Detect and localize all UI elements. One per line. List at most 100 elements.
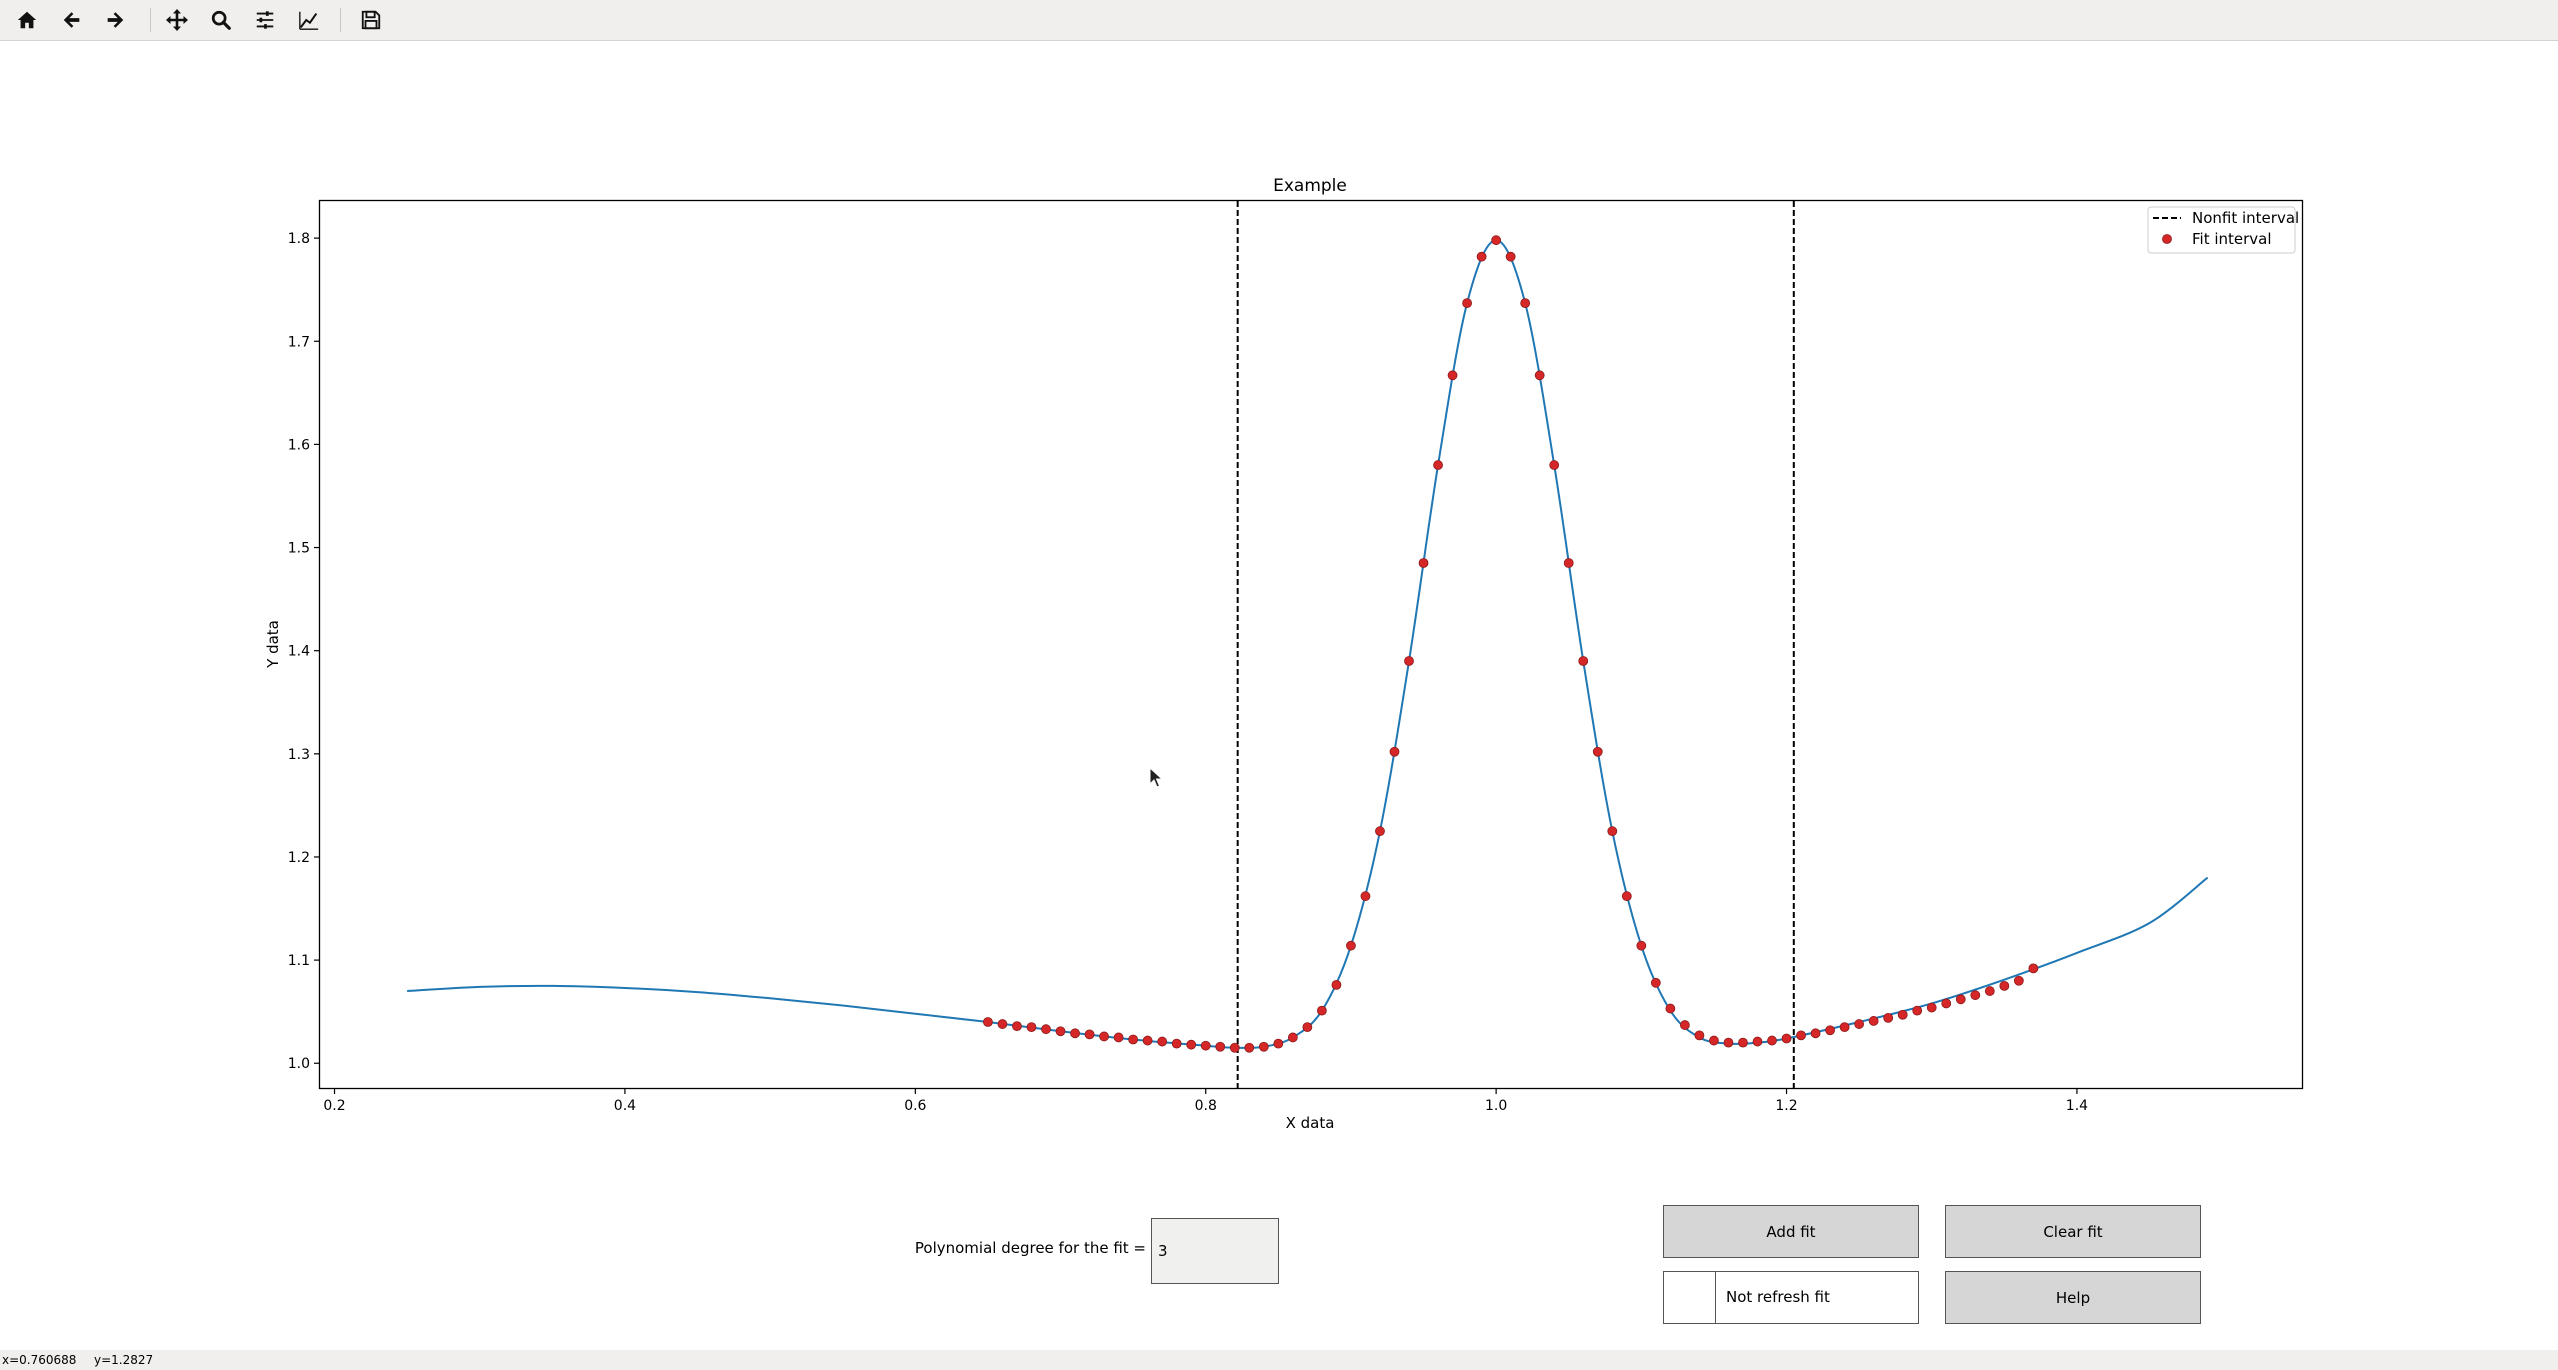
y-tick-label: 1.4 bbox=[288, 644, 310, 660]
fit-point bbox=[1752, 1036, 1763, 1047]
help-button[interactable]: Help bbox=[1945, 1271, 2201, 1324]
toolbar-separator bbox=[150, 8, 151, 32]
home-icon bbox=[17, 11, 37, 29]
home-button[interactable] bbox=[8, 2, 46, 38]
fit-point bbox=[1563, 558, 1574, 568]
y-tick-label: 1.0 bbox=[288, 1056, 310, 1072]
fit-point bbox=[1999, 980, 2010, 991]
legend-fit-marker bbox=[2162, 234, 2172, 244]
x-tick-label: 1.4 bbox=[2066, 1098, 2088, 1114]
fit-point bbox=[1534, 370, 1545, 381]
fit-point bbox=[1810, 1028, 1821, 1039]
subplots-button[interactable] bbox=[246, 2, 284, 38]
x-tick-label: 0.2 bbox=[323, 1098, 345, 1114]
fit-point bbox=[1157, 1036, 1168, 1047]
clear-fit-button[interactable]: Clear fit bbox=[1945, 1205, 2201, 1258]
fit-point bbox=[1723, 1037, 1734, 1048]
fit-point bbox=[1360, 891, 1371, 902]
fit-point bbox=[1389, 746, 1400, 757]
x-axis-label: X data bbox=[1286, 1114, 1335, 1132]
pan-button[interactable] bbox=[158, 2, 196, 38]
fit-point bbox=[1592, 746, 1603, 757]
fit-point bbox=[1607, 826, 1618, 837]
fit-point bbox=[1346, 940, 1356, 951]
toolbar-separator bbox=[340, 8, 341, 32]
fit-point bbox=[1447, 370, 1458, 381]
fit-point bbox=[1026, 1022, 1037, 1033]
fit-point bbox=[1767, 1035, 1777, 1046]
fit-point bbox=[1621, 891, 1632, 902]
fit-point bbox=[1012, 1021, 1022, 1032]
fit-point bbox=[1883, 1012, 1894, 1023]
legend-nonfit-label: Nonfit interval bbox=[2192, 209, 2299, 227]
fit-point bbox=[1738, 1037, 1748, 1048]
fit-point bbox=[1055, 1026, 1066, 1037]
fit-point bbox=[1694, 1030, 1705, 1041]
add-fit-button[interactable]: Add fit bbox=[1663, 1205, 1919, 1258]
fit-point bbox=[1984, 986, 1995, 996]
fit-point bbox=[2028, 963, 2039, 974]
save-icon bbox=[361, 10, 381, 30]
fit-point bbox=[1331, 979, 1342, 990]
poly-degree-label: Polynomial degree for the fit = bbox=[914, 1239, 1146, 1257]
y-tick-label: 1.2 bbox=[288, 850, 310, 866]
save-button[interactable] bbox=[352, 2, 390, 38]
x-tick-label: 0.6 bbox=[904, 1098, 926, 1114]
poly-degree-input[interactable] bbox=[1151, 1218, 1279, 1284]
customize-button[interactable] bbox=[290, 2, 328, 38]
fit-point bbox=[1186, 1039, 1197, 1050]
not-refresh-fit-checkbox[interactable]: Not refresh fit bbox=[1663, 1271, 1919, 1324]
fit-point bbox=[1796, 1030, 1806, 1041]
status-bar: x=0.760688 y=1.2827 bbox=[0, 1350, 2558, 1370]
forward-button[interactable] bbox=[96, 2, 134, 38]
fit-point bbox=[1709, 1035, 1719, 1046]
checkbox-box[interactable] bbox=[1664, 1272, 1716, 1323]
fit-point bbox=[1084, 1029, 1095, 1040]
fit-point bbox=[1418, 558, 1429, 568]
zoom-button[interactable] bbox=[202, 2, 240, 38]
fit-point bbox=[1316, 1005, 1327, 1016]
toolbar bbox=[0, 0, 2558, 41]
pan-icon bbox=[166, 9, 188, 31]
fit-point bbox=[1302, 1022, 1313, 1033]
cursor-x-readout: x=0.760688 bbox=[2, 1353, 77, 1367]
chart-title: Example bbox=[1273, 176, 1347, 196]
fit-point bbox=[1215, 1041, 1226, 1052]
subplots-icon bbox=[256, 11, 274, 29]
fit-point bbox=[1578, 656, 1589, 666]
back-button[interactable] bbox=[53, 2, 91, 38]
fit-point bbox=[1128, 1034, 1139, 1045]
y-tick-label: 1.6 bbox=[288, 437, 310, 453]
fit-point bbox=[1099, 1031, 1109, 1042]
fit-point bbox=[1549, 460, 1560, 470]
y-tick-label: 1.5 bbox=[288, 541, 310, 557]
fit-point bbox=[1650, 977, 1661, 988]
forward-icon bbox=[107, 12, 124, 28]
fit-point bbox=[1505, 251, 1516, 262]
zoom-icon bbox=[211, 10, 231, 30]
fit-point bbox=[1287, 1032, 1298, 1043]
fit-point bbox=[1665, 1003, 1676, 1014]
fit-point bbox=[1897, 1009, 1908, 1020]
y-tick-label: 1.7 bbox=[288, 334, 310, 350]
fit-point bbox=[1491, 235, 1502, 246]
fit-point bbox=[1433, 460, 1443, 470]
fit-point bbox=[1462, 298, 1472, 309]
y-tick-label: 1.1 bbox=[288, 953, 310, 969]
back-icon bbox=[63, 12, 80, 28]
legend-fit-label: Fit interval bbox=[2192, 230, 2272, 248]
cursor-y-readout: y=1.2827 bbox=[94, 1353, 154, 1367]
y-tick-label: 1.8 bbox=[288, 231, 310, 247]
fit-point bbox=[997, 1019, 1008, 1029]
fit-point bbox=[1244, 1042, 1255, 1053]
fit-point bbox=[1825, 1025, 1835, 1036]
fit-point bbox=[1839, 1022, 1850, 1033]
fit-point bbox=[1520, 298, 1531, 309]
fit-point bbox=[1868, 1016, 1879, 1026]
fit-point bbox=[1955, 994, 1966, 1005]
not-refresh-fit-label: Not refresh fit bbox=[1726, 1288, 1830, 1306]
fit-point bbox=[1854, 1019, 1865, 1029]
fit-point bbox=[1200, 1040, 1211, 1051]
fit-point bbox=[1273, 1038, 1284, 1049]
